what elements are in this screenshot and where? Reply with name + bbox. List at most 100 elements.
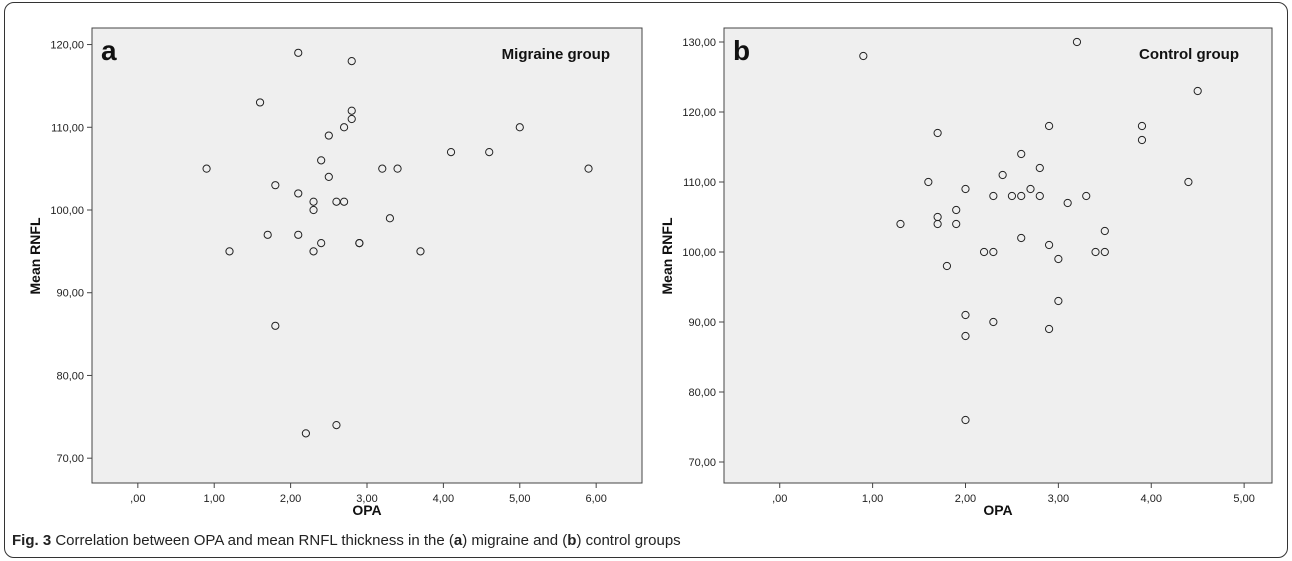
caption-text-pre: Correlation between OPA and mean RNFL th…	[55, 532, 454, 549]
panel-b-data-point	[859, 51, 868, 61]
panel-a-data-point	[255, 98, 265, 107]
panel-a-data-point	[263, 230, 272, 239]
panel-b-data-point	[1035, 191, 1044, 201]
panel-a-data-point	[485, 147, 494, 157]
panel-a-data-point	[332, 420, 341, 430]
panel-b-y-tick-label: 110,00	[683, 177, 716, 189]
panel-b-data-point	[1044, 324, 1054, 334]
panel-b-x-ticks: ,00 1,00 2,00 3,00 4,00 5,00	[772, 483, 1255, 505]
caption-text-post: ) control groups	[576, 532, 681, 549]
panel-a-data-point	[294, 189, 303, 198]
panel-b-x-tick-label: 5,00	[1233, 493, 1254, 505]
panel-b-data-point	[1044, 240, 1054, 250]
panel-b-y-tick-label: 70,00	[688, 457, 716, 469]
panel-b-x-tick-label: 2,00	[955, 493, 976, 505]
panel-a-data-point	[347, 106, 356, 115]
panel-a-data-point	[301, 429, 310, 438]
panel-b-y-ticks: 70,00 80,00 90,00 100,00 110,00 120,00 130,00	[682, 37, 724, 469]
panel-a-data-point	[584, 164, 593, 173]
panel-b-data-point	[998, 170, 1007, 180]
panel-b-data-point	[924, 177, 933, 187]
panel-a-x-ticks: ,00 1,00 2,00 3,00 4,00 5,00 6,00	[130, 483, 607, 505]
panel-a-data-point	[225, 247, 234, 256]
panel-b-y-axis-label: Mean RNFL	[659, 217, 675, 294]
panel-a-label: a	[101, 35, 117, 66]
panel-b-data-point	[961, 184, 970, 194]
panel-a-points	[202, 48, 593, 438]
panel-b-data-point	[1137, 121, 1147, 131]
panel-a-y-tick-label: 80,00	[56, 370, 84, 382]
panel-a-data-point	[324, 131, 333, 140]
panel-b-data-point	[1054, 254, 1063, 264]
panel-b-data-point	[989, 191, 998, 201]
panel-b-data-point	[1082, 191, 1091, 201]
panel-b-data-point	[1100, 226, 1109, 236]
figure-svg: 70,00 80,00 90,00 100,00 110,00 120,00 ,00 1,0…	[27, 27, 1273, 518]
panel-a-x-tick-label: ,00	[130, 493, 145, 505]
panel-a-y-tick-label: 90,00	[56, 288, 84, 300]
panel-b-data-point	[1035, 163, 1044, 173]
panel-a-x-tick-label: 5,00	[509, 493, 530, 505]
panel-b-data-point	[1026, 184, 1035, 194]
panel-a-data-point	[515, 123, 524, 132]
figure-caption: Fig. 3 Correlation between OPA and mean …	[12, 532, 681, 549]
panel-b-y-tick-label: 130,00	[682, 37, 716, 49]
panel-b-x-tick-label: ,00	[772, 493, 787, 505]
panel-b-data-point	[952, 205, 961, 215]
caption-figure-number: Fig. 3	[12, 532, 52, 549]
panel-b-x-tick-label: 3,00	[1048, 493, 1069, 505]
panel-a: 70,00 80,00 90,00 100,00 110,00 120,00 ,00 1,0…	[27, 27, 643, 518]
panel-b-data-point	[989, 247, 998, 257]
panel-a-data-point	[294, 48, 303, 57]
figure-frame	[4, 2, 1288, 558]
panel-a-y-axis-label: Mean RNFL	[27, 217, 43, 294]
panel-b-x-axis-label: OPA	[983, 502, 1012, 518]
panel-a-x-tick-label: 4,00	[433, 493, 454, 505]
panel-a-data-point	[446, 147, 456, 157]
panel-a-data-point	[202, 164, 211, 173]
panel-a-y-tick-label: 100,00	[50, 205, 84, 217]
panel-b-x-tick-label: 4,00	[1141, 493, 1162, 505]
panel-a-y-tick-label: 70,00	[56, 453, 84, 465]
panel-a-x-tick-label: 2,00	[280, 493, 301, 505]
panel-a-group-label: Migraine group	[502, 46, 610, 63]
caption-label-b: b	[567, 532, 577, 549]
panel-a-data-point	[347, 114, 356, 124]
panel-a-plot-area	[91, 27, 643, 484]
panel-b-data-point	[952, 219, 961, 229]
panel-b-data-point	[1044, 121, 1054, 131]
panel-a-data-point	[393, 164, 402, 173]
caption-label-a: a	[453, 532, 463, 549]
panel-a-data-point	[339, 197, 349, 206]
panel-a-data-point	[309, 205, 318, 215]
panel-a-data-point	[385, 214, 395, 223]
panel-a-data-point	[324, 172, 333, 182]
panel-a-data-point	[309, 197, 318, 206]
panel-b-data-point	[1137, 135, 1147, 145]
panel-b-data-point	[1007, 191, 1017, 201]
panel-b-data-point	[989, 317, 998, 327]
panel-b-data-point	[961, 331, 970, 341]
panel-b-data-point	[1017, 149, 1026, 159]
panel-b-data-point	[1100, 247, 1109, 257]
panel-a-data-point	[416, 247, 425, 256]
panel-b-data-point	[1017, 233, 1026, 243]
panel-b-y-tick-label: 80,00	[688, 387, 716, 399]
panel-b-data-point	[942, 261, 952, 271]
panel-b-data-point	[933, 128, 942, 138]
panel-b-data-point	[961, 310, 970, 320]
panel-a-data-point	[271, 181, 280, 190]
panel-b: 70,0080,0090,00100,00110,00120,00130,00 …	[659, 27, 1273, 518]
panel-a-data-point	[355, 238, 364, 248]
panel-a-x-tick-label: 6,00	[585, 493, 606, 505]
panel-b-data-point	[979, 247, 989, 257]
panel-a-data-point	[317, 156, 326, 165]
panel-b-data-point	[1072, 37, 1082, 47]
panel-b-data-point	[1017, 191, 1026, 201]
panel-b-y-tick-label: 100,00	[682, 247, 716, 259]
panel-b-group-label: Control group	[1139, 46, 1239, 63]
panel-b-data-point	[1054, 296, 1063, 306]
panel-a-data-point	[294, 230, 303, 239]
panel-b-data-point	[1184, 177, 1193, 187]
panel-a-y-tick-label: 110,00	[51, 122, 84, 134]
